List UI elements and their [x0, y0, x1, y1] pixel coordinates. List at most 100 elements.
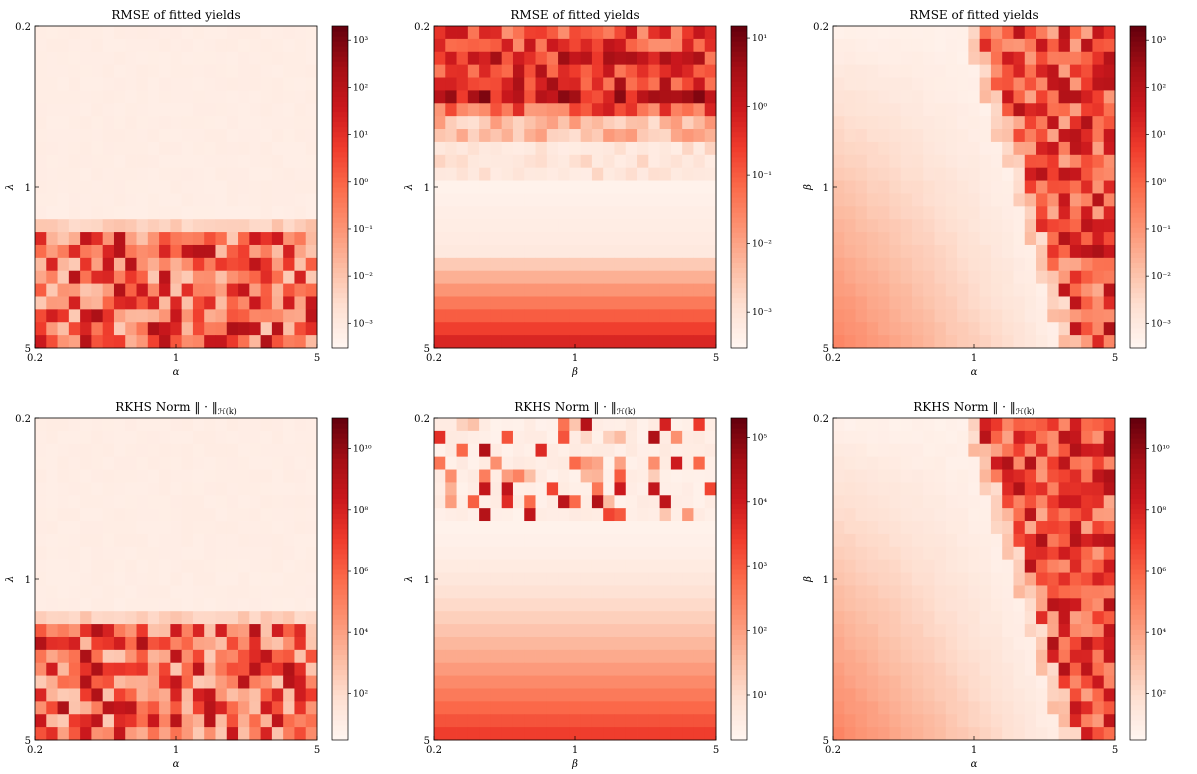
heatmap-cell	[1024, 141, 1037, 156]
heatmap-cell	[1069, 508, 1082, 522]
heatmap-cell	[445, 624, 457, 638]
heatmap-cell	[181, 180, 194, 194]
heatmap-cell	[68, 714, 81, 728]
heatmap-cell	[501, 51, 514, 66]
heatmap-cell	[57, 103, 70, 117]
heatmap-cell	[682, 636, 694, 651]
heatmap-cell	[1024, 533, 1037, 548]
heatmap-cell	[125, 585, 137, 599]
heatmap-cell	[1069, 482, 1082, 496]
heatmap-cell	[637, 495, 649, 509]
heatmap-cell	[704, 103, 717, 117]
heatmap-cell	[1081, 51, 1093, 66]
heatmap-cell	[136, 167, 149, 181]
heatmap-cell	[625, 508, 638, 522]
heatmap-cell	[434, 688, 446, 702]
heatmap-cell	[68, 624, 81, 638]
heatmap-cell	[456, 244, 469, 259]
heatmap-cell	[113, 714, 126, 728]
heatmap-cell	[305, 559, 318, 573]
heatmap-cell	[215, 430, 228, 445]
colorbar-segment	[1130, 453, 1146, 459]
heatmap-cell	[192, 727, 205, 741]
heatmap-cell	[558, 154, 570, 169]
heatmap-cell	[569, 309, 582, 323]
heatmap-cell	[900, 508, 913, 522]
heatmap-cell	[1002, 77, 1014, 91]
heatmap-cell	[968, 649, 981, 664]
heatmap-cell	[125, 443, 137, 458]
heatmap-cell	[1092, 495, 1105, 509]
heatmap-cell	[1002, 611, 1014, 625]
colorbar-segment	[731, 171, 747, 178]
heatmap-cell	[900, 154, 913, 169]
heatmap-cell	[855, 443, 868, 458]
heatmap-cell	[591, 219, 604, 233]
heatmap-cell	[68, 283, 81, 297]
heatmap-cell	[226, 38, 239, 53]
colorbar-segment	[1130, 232, 1146, 238]
heatmap-cell	[934, 649, 947, 664]
heatmap-cell	[923, 296, 935, 310]
heatmap-cell	[866, 508, 879, 522]
heatmap-cell	[957, 714, 969, 728]
heatmap-cell	[979, 482, 992, 496]
heatmap-cell	[979, 64, 992, 78]
heatmap-cell	[271, 598, 284, 612]
heatmap-cell	[479, 257, 491, 272]
heatmap-cell	[434, 103, 446, 117]
heatmap-cell	[957, 495, 969, 509]
heatmap-cell	[990, 559, 1003, 573]
heatmap-cell	[911, 232, 924, 246]
heatmap-cell	[1047, 129, 1059, 143]
colorbar-tick-label: 10⁰	[752, 103, 767, 113]
heatmap-cell	[434, 219, 446, 233]
heatmap-cell	[945, 533, 958, 548]
heatmap-cell	[490, 141, 503, 156]
heatmap-cell	[1092, 714, 1105, 728]
heatmap-cell	[957, 244, 969, 259]
heatmap-cell	[226, 611, 239, 625]
heatmap-cell	[558, 430, 570, 445]
heatmap-cell	[1013, 495, 1026, 509]
heatmap-cell	[844, 51, 856, 66]
heatmap-cell	[91, 714, 104, 728]
heatmap-cell	[934, 585, 947, 599]
chart-title: RMSE of fitted yields	[909, 8, 1038, 22]
heatmap-cell	[1024, 521, 1037, 535]
heatmap-cell	[945, 206, 958, 220]
heatmap-cell	[204, 598, 216, 612]
heatmap-cell	[512, 141, 525, 156]
heatmap-cell	[1013, 283, 1026, 297]
heatmap-cell	[512, 714, 525, 728]
heatmap-cell	[136, 611, 149, 625]
heatmap-cell	[968, 90, 981, 104]
heatmap-cell	[260, 206, 273, 220]
heatmap-cell	[603, 418, 615, 432]
heatmap-cell	[479, 51, 491, 66]
heatmap-cell	[682, 675, 694, 689]
heatmap-cell	[648, 546, 660, 561]
heatmap-cell	[614, 559, 627, 573]
heatmap-cell	[102, 193, 115, 207]
heatmap-cell	[934, 701, 947, 715]
heatmap-cell	[659, 636, 672, 651]
heatmap-cell	[125, 193, 137, 207]
heatmap-cell	[1024, 662, 1037, 676]
heatmap-cell	[1013, 180, 1026, 194]
heatmap-cell	[900, 469, 913, 483]
heatmap-cell	[434, 624, 446, 638]
heatmap-cell	[911, 649, 924, 664]
heatmap-cell	[238, 495, 250, 509]
heatmap-cell	[1047, 38, 1059, 53]
heatmap-cell	[614, 257, 627, 272]
heatmap-cell	[670, 443, 683, 458]
heatmap-cell	[945, 430, 958, 445]
heatmap-cell	[445, 714, 457, 728]
heatmap-cell	[226, 90, 239, 104]
heatmap-cell	[833, 116, 845, 130]
colorbar-segment	[731, 538, 747, 545]
heatmap-cell	[35, 688, 47, 702]
heatmap-cell	[569, 533, 582, 548]
heatmap-cell	[445, 456, 457, 470]
